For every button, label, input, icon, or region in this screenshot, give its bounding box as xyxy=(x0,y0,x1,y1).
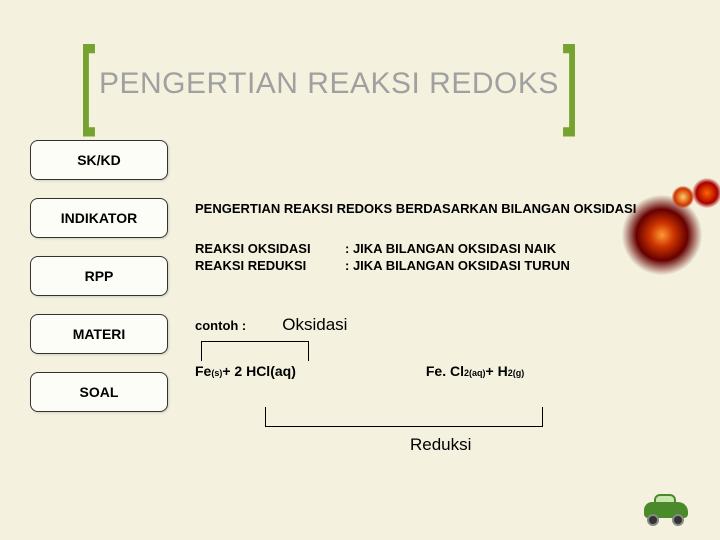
nav-skkd[interactable]: SK/KD xyxy=(30,140,168,180)
nav-label: SOAL xyxy=(80,384,119,400)
nav-label: MATERI xyxy=(73,326,126,342)
def-labels: REAKSI OKSIDASI REAKSI REDUKSI xyxy=(195,240,345,275)
reduksi-label: Reduksi xyxy=(410,435,471,455)
nav-materi[interactable]: MATERI xyxy=(30,314,168,354)
content-subtitle: PENGERTIAN REAKSI REDOKS BERDASARKAN BIL… xyxy=(195,200,675,218)
eq-h-sub: 2(g) xyxy=(508,368,525,378)
nav-label: RPP xyxy=(85,268,114,284)
def-reduksi-desc: : JIKA BILANGAN OKSIDASI TURUN xyxy=(345,257,570,275)
oxidation-bracket xyxy=(201,341,309,361)
def-oxidasi-desc: : JIKA BILANGAN OKSIDASI NAIK xyxy=(345,240,570,258)
eq-fecl: Fe. Cl xyxy=(426,363,464,379)
nav-soal[interactable]: SOAL xyxy=(30,372,168,412)
eq-fecl-sub: 2(aq) xyxy=(464,368,486,378)
def-reduksi-label: REAKSI REDUKSI xyxy=(195,257,345,275)
nav-label: INDIKATOR xyxy=(61,210,137,226)
page-title: PENGERTIAN REAKSI REDOKS xyxy=(99,67,559,101)
example-header: contoh : Oksidasi xyxy=(195,315,675,335)
def-oxidasi-label: REAKSI OKSIDASI xyxy=(195,240,345,258)
oxidasi-label: Oksidasi xyxy=(282,315,347,335)
nav-indikator[interactable]: INDIKATOR xyxy=(30,198,168,238)
car-wheel xyxy=(672,514,684,526)
reduction-bracket xyxy=(265,407,543,427)
definitions: REAKSI OKSIDASI REAKSI REDUKSI : JIKA BI… xyxy=(195,240,675,275)
eq-fe: Fe xyxy=(195,363,211,379)
bracket-right-icon: ] xyxy=(562,49,577,118)
contoh-label: contoh : xyxy=(195,318,246,333)
eq-plus2: + H xyxy=(486,363,508,379)
bracket-left-icon: [ xyxy=(80,49,95,118)
sidebar-nav: SK/KD INDIKATOR RPP MATERI SOAL xyxy=(30,140,168,430)
car-wheel xyxy=(647,514,659,526)
def-descs: : JIKA BILANGAN OKSIDASI NAIK : JIKA BIL… xyxy=(345,240,570,275)
firework-icon xyxy=(612,190,712,280)
equation: Fe(s) + 2 HCl(aq) Fe. Cl2(aq) + H2(g) xyxy=(195,363,524,379)
content-area: PENGERTIAN REAKSI REDOKS BERDASARKAN BIL… xyxy=(195,200,675,451)
reaction-diagram: Fe(s) + 2 HCl(aq) Fe. Cl2(aq) + H2(g) Re… xyxy=(195,341,675,451)
title-bar: [ PENGERTIAN REAKSI REDOKS ] xyxy=(73,52,585,115)
eq-fe-sub: (s) xyxy=(211,368,222,378)
nav-label: SK/KD xyxy=(77,152,121,168)
eq-plus1: + 2 HCl(aq) xyxy=(222,363,296,379)
nav-rpp[interactable]: RPP xyxy=(30,256,168,296)
car-icon[interactable] xyxy=(640,492,692,526)
